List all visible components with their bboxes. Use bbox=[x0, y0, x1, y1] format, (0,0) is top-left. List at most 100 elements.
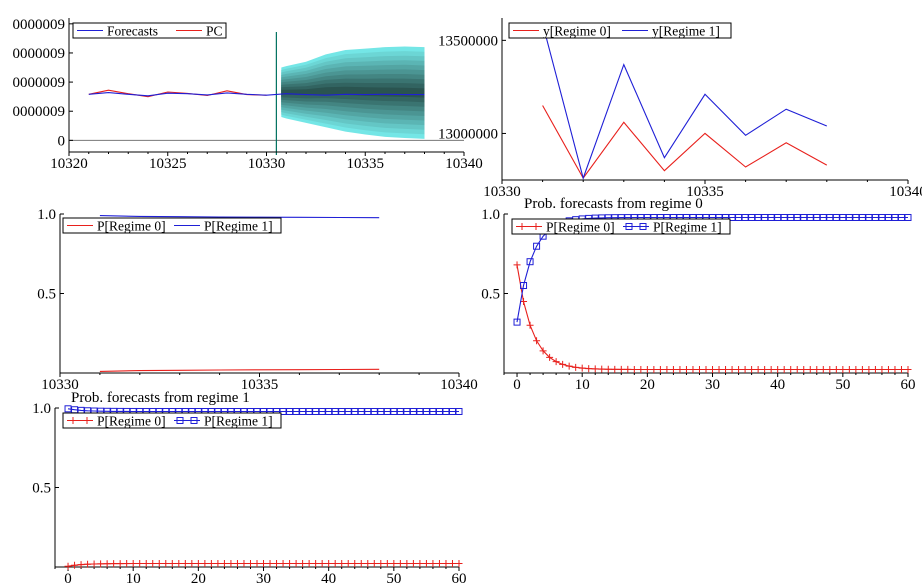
data-point bbox=[279, 560, 287, 568]
x-tick-label: 10340 bbox=[445, 156, 483, 172]
data-point bbox=[175, 560, 183, 568]
x-tick-label: 30 bbox=[256, 571, 271, 584]
panel-prob-forecasts-regime-1: Prob. forecasts from regime 1 0 10 20 30 40 50… bbox=[32, 390, 466, 584]
data-point bbox=[637, 365, 645, 373]
data-point bbox=[852, 213, 860, 221]
chart-title: Prob. forecasts from regime 1 bbox=[71, 390, 250, 406]
data-point bbox=[676, 366, 684, 373]
data-point bbox=[728, 366, 736, 374]
panel-y-regimes-chart: 10330 10335 10340 13000000 13500000 y[Regime … bbox=[438, 18, 922, 200]
chart-title: Prob. forecasts from regime 0 bbox=[524, 196, 703, 212]
data-point bbox=[832, 213, 840, 221]
data-point bbox=[780, 213, 788, 221]
y-tick-label: 1.0 bbox=[481, 207, 500, 223]
data-point bbox=[728, 213, 736, 221]
y-tick-label: 0000009 bbox=[13, 46, 66, 62]
data-point bbox=[64, 562, 72, 570]
data-point bbox=[168, 560, 176, 568]
data-point bbox=[325, 560, 333, 568]
data-point bbox=[695, 366, 703, 374]
data-point bbox=[767, 366, 775, 374]
data-point bbox=[656, 365, 664, 373]
y-tick-label: 0000009 bbox=[13, 75, 66, 91]
data-point bbox=[233, 560, 241, 568]
data-point bbox=[741, 213, 749, 221]
data-point bbox=[702, 366, 710, 374]
data-point bbox=[318, 407, 326, 415]
data-point bbox=[331, 560, 339, 568]
data-point bbox=[663, 365, 671, 373]
data-point bbox=[865, 366, 873, 374]
x-tick-label: 0 bbox=[513, 377, 521, 393]
legend-marker bbox=[83, 417, 91, 424]
legend-box bbox=[511, 218, 731, 235]
data-point bbox=[149, 560, 157, 568]
data-point bbox=[312, 407, 320, 415]
data-point bbox=[643, 365, 651, 373]
legend-label: P[Regime 0] bbox=[546, 220, 615, 235]
data-point bbox=[338, 407, 346, 415]
data-point bbox=[266, 560, 274, 568]
x-tick-label: 10320 bbox=[50, 156, 88, 172]
data-point bbox=[357, 560, 365, 568]
data-point bbox=[513, 261, 521, 269]
data-point bbox=[442, 407, 450, 415]
x-tick-label: 10340 bbox=[889, 184, 922, 200]
data-point bbox=[155, 560, 163, 568]
data-point bbox=[539, 347, 547, 355]
data-point bbox=[90, 560, 98, 568]
data-point bbox=[611, 365, 619, 373]
data-point bbox=[526, 258, 534, 266]
data-point bbox=[669, 365, 677, 373]
data-point bbox=[188, 560, 196, 568]
x-tick-label: 10 bbox=[575, 377, 590, 393]
legend-label: P[Regime 0] bbox=[97, 219, 166, 234]
data-point bbox=[858, 213, 866, 221]
y-tick-label: 0 bbox=[58, 133, 66, 149]
data-point bbox=[396, 407, 404, 415]
data-point bbox=[377, 560, 385, 568]
panel-p-regimes-chart: 10330 10335 10340 0.5 1.0 P[Regime 0] P[Regime… bbox=[37, 207, 478, 393]
data-point bbox=[624, 365, 632, 373]
data-point bbox=[806, 213, 814, 221]
data-point bbox=[819, 213, 827, 221]
y-tick-label: 0.5 bbox=[37, 287, 56, 303]
data-point bbox=[84, 560, 92, 568]
data-point bbox=[383, 560, 391, 568]
data-point bbox=[748, 213, 756, 221]
data-point bbox=[806, 366, 814, 374]
x-tick-label: 10330 bbox=[483, 184, 521, 200]
data-point bbox=[780, 366, 788, 374]
data-point bbox=[286, 560, 294, 568]
data-point bbox=[533, 337, 541, 345]
data-point bbox=[832, 366, 840, 374]
data-point bbox=[422, 407, 430, 415]
legend-label: P[Regime 1] bbox=[653, 220, 722, 235]
legend-label: P[Regime 1] bbox=[204, 219, 273, 234]
data-point bbox=[826, 213, 834, 221]
data-point bbox=[546, 353, 554, 361]
data-point bbox=[787, 366, 795, 374]
x-tick-label: 20 bbox=[640, 377, 655, 393]
data-point bbox=[220, 560, 228, 568]
data-point bbox=[416, 560, 424, 568]
x-tick-label: 10335 bbox=[347, 156, 385, 172]
data-point bbox=[448, 560, 456, 568]
data-point bbox=[403, 407, 411, 415]
data-point bbox=[455, 560, 463, 568]
data-point bbox=[364, 560, 372, 568]
legend-label: Forecasts bbox=[107, 24, 158, 39]
data-point bbox=[513, 318, 521, 326]
data-point bbox=[826, 366, 834, 374]
data-point bbox=[370, 407, 378, 415]
data-point bbox=[735, 213, 743, 221]
data-point bbox=[819, 366, 827, 374]
data-point bbox=[774, 213, 782, 221]
x-tick-label: 0 bbox=[64, 571, 72, 584]
data-point bbox=[878, 366, 886, 374]
data-point bbox=[800, 213, 808, 221]
legend-box bbox=[508, 22, 732, 39]
data-point bbox=[292, 407, 300, 415]
data-point bbox=[722, 366, 730, 374]
